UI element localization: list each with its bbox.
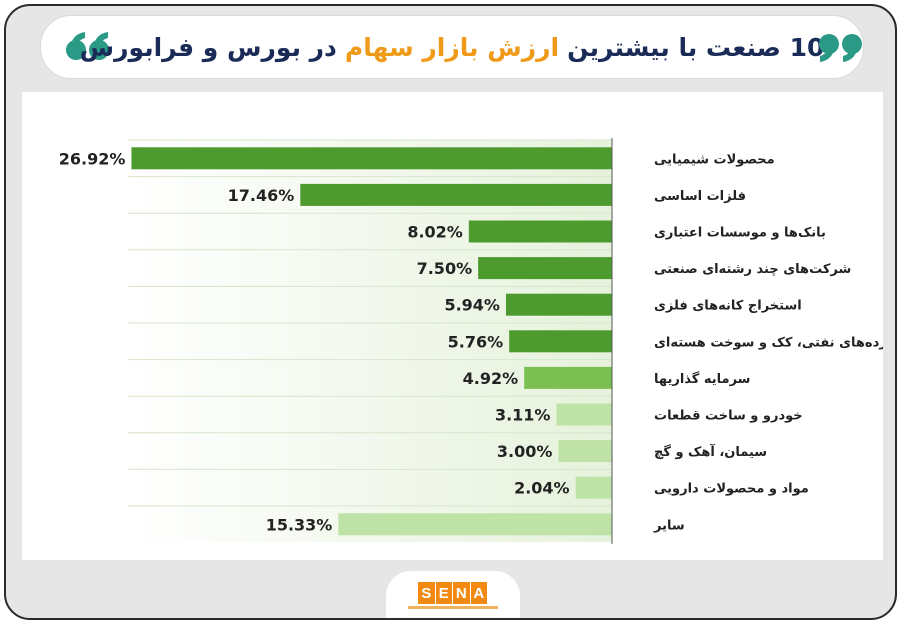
category-label: مواد و محصولات دارویی bbox=[654, 482, 809, 497]
title-part-1: 10 صنعت با بیشترین bbox=[567, 32, 825, 62]
bar bbox=[468, 220, 612, 243]
title-banner: 10 صنعت با بیشترین ارزش بازار سهام در بو… bbox=[40, 15, 864, 79]
grid-lines bbox=[128, 139, 612, 507]
quote-close-icon bbox=[819, 34, 862, 62]
value-label: 26.92% bbox=[59, 149, 126, 168]
value-label: 3.11% bbox=[495, 406, 551, 425]
bar bbox=[524, 366, 612, 389]
value-label: 2.04% bbox=[514, 479, 570, 498]
value-label: 4.92% bbox=[463, 369, 519, 388]
value-label: 5.94% bbox=[444, 296, 500, 315]
category-label: سایر bbox=[653, 518, 685, 533]
infographic-frame: 10 صنعت با بیشترین ارزش بازار سهام در بو… bbox=[4, 4, 897, 620]
bars bbox=[131, 147, 612, 536]
bar bbox=[131, 147, 612, 170]
value-label: 7.50% bbox=[417, 259, 473, 278]
value-label: 8.02% bbox=[407, 223, 463, 242]
bar bbox=[300, 183, 612, 206]
page-title: 10 صنعت با بیشترین ارزش بازار سهام در بو… bbox=[41, 16, 863, 78]
logo-caption-bar bbox=[408, 606, 498, 609]
category-label: سیمان، آهک و گچ bbox=[654, 443, 767, 460]
category-label: فراورده‌های نفتی، کک و سوخت هسته‌ای bbox=[654, 335, 883, 350]
category-label: شرکت‌های چند رشته‌ای صنعتی bbox=[654, 262, 851, 277]
category-label: خودرو و ساخت قطعات bbox=[654, 409, 803, 424]
bar bbox=[509, 330, 612, 353]
category-labels: محصولات شیمیایی فلزات اساسی بانک‌ها و موسس… bbox=[653, 152, 883, 533]
value-label: 17.46% bbox=[228, 186, 295, 205]
bar bbox=[505, 293, 612, 316]
value-label: 3.00% bbox=[497, 442, 553, 461]
title-highlight: ارزش بازار سهام bbox=[344, 32, 560, 62]
bar bbox=[478, 257, 612, 280]
bar bbox=[558, 440, 612, 463]
bar bbox=[338, 513, 612, 536]
category-label: استخراج کانه‌های فلزی bbox=[654, 299, 802, 314]
chart-card: 26.92% 17.46% 8.02% 7.50% 5.94% 5.76% 4.92% 3.1… bbox=[22, 92, 883, 560]
logo-letter: N bbox=[453, 582, 470, 604]
bar bbox=[556, 403, 612, 426]
category-label: فلزات اساسی bbox=[654, 189, 746, 204]
value-labels: 26.92% 17.46% 8.02% 7.50% 5.94% 5.76% 4.92% 3.1… bbox=[59, 149, 570, 534]
quote-open-icon bbox=[66, 32, 109, 60]
category-label: بانک‌ها و موسسات اعتباری bbox=[654, 226, 826, 241]
category-label: محصولات شیمیایی bbox=[654, 152, 775, 167]
logo-letter: S bbox=[418, 582, 435, 604]
logo-letter: E bbox=[435, 582, 452, 604]
logo-letter: A bbox=[470, 582, 487, 604]
value-label: 15.33% bbox=[266, 515, 333, 534]
bar bbox=[575, 476, 612, 499]
value-label: 5.76% bbox=[448, 332, 504, 351]
category-label: سرمایه گذاریها bbox=[654, 371, 750, 387]
title-part-2: در بورس و فرابورس bbox=[79, 32, 337, 62]
bar-chart: 26.92% 17.46% 8.02% 7.50% 5.94% 5.76% 4.92% 3.1… bbox=[59, 138, 883, 544]
